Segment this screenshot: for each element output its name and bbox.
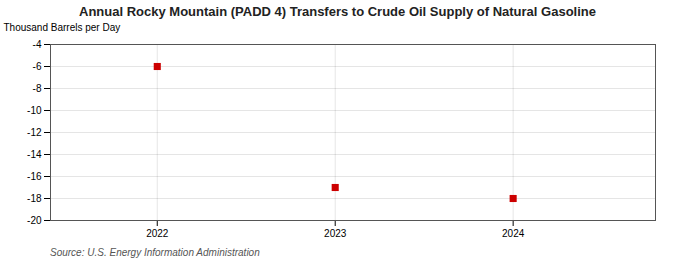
html-text:Annual Rocky Mountain (PADD 4): Annual Rocky Mountain (PADD 4) Transfers…: [79, 4, 596, 19]
svg-text:2022: 2022: [146, 228, 169, 239]
svg-text:-6: -6: [33, 61, 42, 72]
svg-text:2024: 2024: [502, 228, 525, 239]
svg-text:-14: -14: [27, 149, 42, 160]
html-text:Source: U.S. Energy Informatio: Source: U.S. Energy Information Administ…: [50, 247, 260, 258]
svg-text:-20: -20: [27, 215, 42, 226]
svg-text:-4: -4: [33, 39, 42, 50]
svg-text:-16: -16: [27, 171, 42, 182]
svg-text:2023: 2023: [324, 228, 347, 239]
svg-text:-12: -12: [27, 127, 42, 138]
svg-text:-8: -8: [33, 83, 42, 94]
svg-text:-18: -18: [27, 193, 42, 204]
svg-text:Thousand Barrels per Day: Thousand Barrels per Day: [4, 22, 121, 33]
svg-text:-10: -10: [27, 105, 42, 116]
